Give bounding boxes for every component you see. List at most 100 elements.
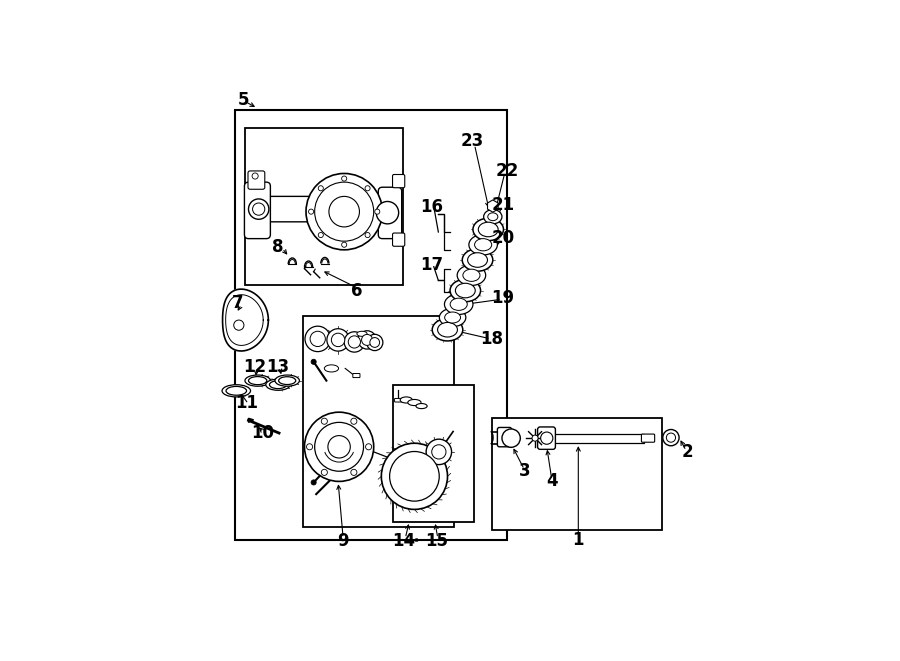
Circle shape xyxy=(376,202,399,224)
Text: 3: 3 xyxy=(518,462,530,481)
Ellipse shape xyxy=(416,403,428,408)
Circle shape xyxy=(370,338,380,347)
Circle shape xyxy=(310,331,326,346)
Circle shape xyxy=(342,176,346,181)
Ellipse shape xyxy=(279,377,296,385)
Circle shape xyxy=(666,433,676,442)
Circle shape xyxy=(362,334,373,346)
FancyBboxPatch shape xyxy=(392,175,405,188)
Text: 16: 16 xyxy=(420,198,443,215)
Ellipse shape xyxy=(488,213,498,221)
FancyBboxPatch shape xyxy=(498,428,511,447)
Bar xyxy=(392,385,474,522)
Circle shape xyxy=(374,209,380,214)
Circle shape xyxy=(319,186,323,191)
Ellipse shape xyxy=(245,375,270,386)
Text: 13: 13 xyxy=(266,358,290,376)
Text: 9: 9 xyxy=(338,533,349,551)
Ellipse shape xyxy=(437,323,457,337)
Text: 6: 6 xyxy=(351,282,363,299)
Ellipse shape xyxy=(469,235,498,255)
Bar xyxy=(235,110,507,540)
Text: 10: 10 xyxy=(251,424,274,442)
Circle shape xyxy=(502,429,520,447)
Circle shape xyxy=(365,186,370,191)
Ellipse shape xyxy=(400,397,412,403)
Text: 11: 11 xyxy=(235,393,258,412)
Circle shape xyxy=(306,173,382,250)
FancyBboxPatch shape xyxy=(353,373,360,377)
Circle shape xyxy=(328,436,350,458)
Circle shape xyxy=(307,444,312,450)
Circle shape xyxy=(234,320,244,330)
Text: 8: 8 xyxy=(273,238,284,256)
Text: 7: 7 xyxy=(231,294,243,312)
Circle shape xyxy=(366,334,382,350)
FancyBboxPatch shape xyxy=(248,171,265,189)
Circle shape xyxy=(304,412,374,481)
Text: 19: 19 xyxy=(491,289,515,307)
Ellipse shape xyxy=(450,280,481,301)
Ellipse shape xyxy=(275,375,300,386)
FancyBboxPatch shape xyxy=(642,434,654,442)
Text: 20: 20 xyxy=(491,229,515,247)
Text: 15: 15 xyxy=(426,533,448,551)
Circle shape xyxy=(662,430,680,446)
Text: 5: 5 xyxy=(238,91,249,108)
Text: 1: 1 xyxy=(572,531,584,549)
Ellipse shape xyxy=(483,210,502,224)
Ellipse shape xyxy=(478,222,499,237)
Ellipse shape xyxy=(445,294,473,315)
Circle shape xyxy=(315,182,374,241)
FancyBboxPatch shape xyxy=(392,233,405,247)
Bar xyxy=(245,128,402,286)
FancyBboxPatch shape xyxy=(394,399,402,402)
Bar xyxy=(303,316,454,527)
Ellipse shape xyxy=(474,239,491,251)
Circle shape xyxy=(342,242,346,247)
Ellipse shape xyxy=(468,253,488,267)
Ellipse shape xyxy=(266,379,290,390)
Text: 4: 4 xyxy=(546,473,558,490)
FancyBboxPatch shape xyxy=(537,427,555,449)
Text: →⚪: →⚪ xyxy=(407,537,420,545)
Circle shape xyxy=(344,332,364,352)
Ellipse shape xyxy=(248,377,266,385)
Ellipse shape xyxy=(269,381,286,389)
FancyBboxPatch shape xyxy=(378,187,401,239)
Circle shape xyxy=(382,444,447,510)
FancyBboxPatch shape xyxy=(245,182,270,239)
Ellipse shape xyxy=(324,365,338,372)
Ellipse shape xyxy=(222,385,250,397)
Circle shape xyxy=(328,196,359,227)
Ellipse shape xyxy=(457,265,486,286)
Circle shape xyxy=(305,326,330,352)
Text: 14: 14 xyxy=(392,533,416,551)
FancyBboxPatch shape xyxy=(250,196,392,222)
Ellipse shape xyxy=(455,284,475,298)
Ellipse shape xyxy=(463,269,480,282)
Circle shape xyxy=(351,469,357,475)
Circle shape xyxy=(315,422,364,471)
Ellipse shape xyxy=(439,308,466,327)
Circle shape xyxy=(358,330,376,349)
Circle shape xyxy=(351,418,357,424)
Circle shape xyxy=(327,329,349,351)
Polygon shape xyxy=(248,418,254,422)
Circle shape xyxy=(311,480,316,485)
Text: 23: 23 xyxy=(461,132,484,151)
Ellipse shape xyxy=(408,399,421,406)
Circle shape xyxy=(252,173,258,179)
Circle shape xyxy=(426,439,452,465)
Ellipse shape xyxy=(473,218,503,241)
Bar xyxy=(537,434,644,443)
Circle shape xyxy=(365,444,372,450)
Polygon shape xyxy=(222,289,268,351)
Ellipse shape xyxy=(226,387,247,395)
Circle shape xyxy=(331,333,345,346)
Circle shape xyxy=(390,451,439,501)
FancyBboxPatch shape xyxy=(397,463,405,467)
Circle shape xyxy=(321,469,328,475)
Bar xyxy=(491,418,662,529)
Circle shape xyxy=(348,336,361,348)
